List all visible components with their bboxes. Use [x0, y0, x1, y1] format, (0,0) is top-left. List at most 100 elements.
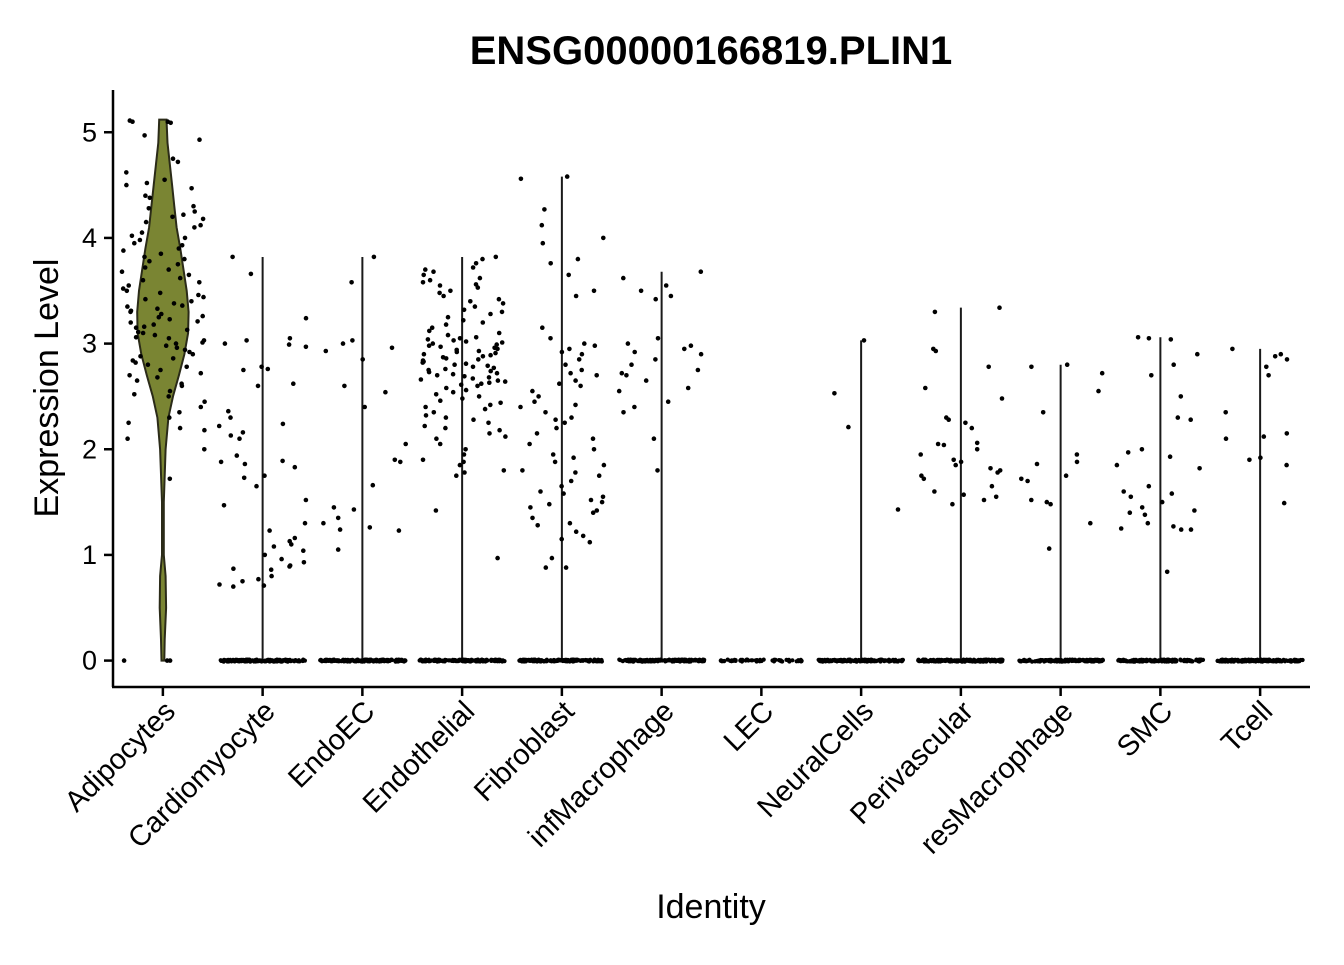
data-point	[494, 370, 500, 376]
data-point	[568, 478, 574, 484]
data-point	[476, 348, 482, 354]
data-point	[958, 459, 964, 465]
zero-point	[1118, 658, 1123, 663]
zero-point	[968, 657, 973, 662]
zero-point	[1297, 659, 1302, 664]
data-point	[463, 361, 469, 367]
zero-point	[976, 658, 981, 663]
data-point	[181, 212, 186, 217]
data-point	[451, 338, 456, 343]
data-point	[159, 311, 164, 317]
data-point	[443, 356, 449, 361]
zero-point	[1178, 658, 1184, 663]
data-point	[550, 452, 556, 457]
zero-point	[433, 658, 438, 663]
data-point	[438, 398, 443, 404]
data-point	[1127, 510, 1133, 515]
data-point	[548, 261, 553, 266]
data-point	[141, 324, 147, 330]
data-point	[187, 349, 192, 355]
zero-point	[691, 658, 696, 663]
zero-point	[1196, 658, 1201, 663]
data-point	[591, 447, 597, 452]
data-point	[625, 341, 631, 346]
data-point	[1125, 450, 1131, 455]
data-point	[137, 237, 143, 243]
data-point	[167, 415, 172, 420]
data-point	[1063, 473, 1069, 479]
data-point	[549, 555, 555, 561]
zero-point	[462, 658, 467, 664]
data-point	[488, 311, 493, 317]
data-point	[1046, 546, 1052, 551]
y-tick-label: 0	[82, 646, 97, 676]
data-point	[698, 351, 704, 357]
data-point	[230, 254, 235, 260]
data-point	[573, 293, 579, 299]
zero-point	[377, 659, 382, 664]
y-axis-label: Expression Level	[28, 259, 66, 518]
data-point	[177, 410, 182, 415]
data-point	[543, 565, 549, 570]
data-point	[423, 413, 429, 418]
data-point	[146, 206, 152, 211]
data-point	[591, 288, 597, 294]
data-point	[1264, 364, 1269, 370]
zero-point	[829, 658, 834, 663]
data-point	[121, 248, 126, 253]
data-point	[198, 404, 204, 410]
data-point	[362, 404, 368, 410]
zero-point	[467, 658, 472, 663]
data-point	[590, 510, 596, 515]
data-point	[143, 296, 148, 302]
data-point	[367, 525, 373, 530]
zero-point	[325, 658, 330, 663]
data-point	[567, 346, 572, 352]
zero-point	[1123, 658, 1128, 664]
zero-point	[682, 657, 687, 662]
data-point	[171, 301, 177, 306]
zero-point	[335, 658, 340, 663]
data-point	[437, 290, 442, 296]
zero-point	[1022, 657, 1027, 662]
zero-point	[426, 657, 431, 662]
data-point	[191, 203, 196, 209]
zero-point	[479, 658, 484, 664]
data-point	[423, 267, 428, 272]
data-point	[653, 296, 658, 302]
data-point	[189, 299, 194, 304]
data-point	[1175, 415, 1181, 420]
data-point	[697, 658, 702, 663]
data-point	[192, 209, 197, 214]
data-point	[457, 336, 463, 341]
data-point	[1192, 508, 1197, 513]
data-point	[538, 489, 543, 494]
data-point	[434, 436, 439, 442]
data-point	[259, 364, 264, 370]
data-point	[443, 322, 449, 327]
data-point	[126, 283, 131, 288]
data-point	[182, 347, 188, 353]
data-point	[624, 373, 629, 378]
data-point	[234, 453, 240, 458]
data-point	[487, 380, 492, 386]
data-point	[1128, 494, 1134, 500]
data-point	[430, 341, 436, 346]
data-point	[621, 410, 626, 415]
data-point	[342, 383, 347, 389]
data-point	[592, 343, 598, 349]
zero-point	[825, 657, 831, 662]
data-points	[119, 118, 1290, 663]
data-point	[1029, 497, 1034, 503]
zero-point	[518, 657, 523, 663]
data-point	[147, 258, 152, 264]
data-point	[981, 497, 987, 503]
data-point	[140, 277, 146, 283]
data-point	[289, 542, 294, 547]
data-point	[470, 265, 476, 270]
data-point	[144, 180, 150, 186]
data-point	[262, 552, 268, 558]
data-point	[594, 508, 600, 513]
data-point	[503, 434, 508, 439]
data-point	[579, 351, 585, 357]
